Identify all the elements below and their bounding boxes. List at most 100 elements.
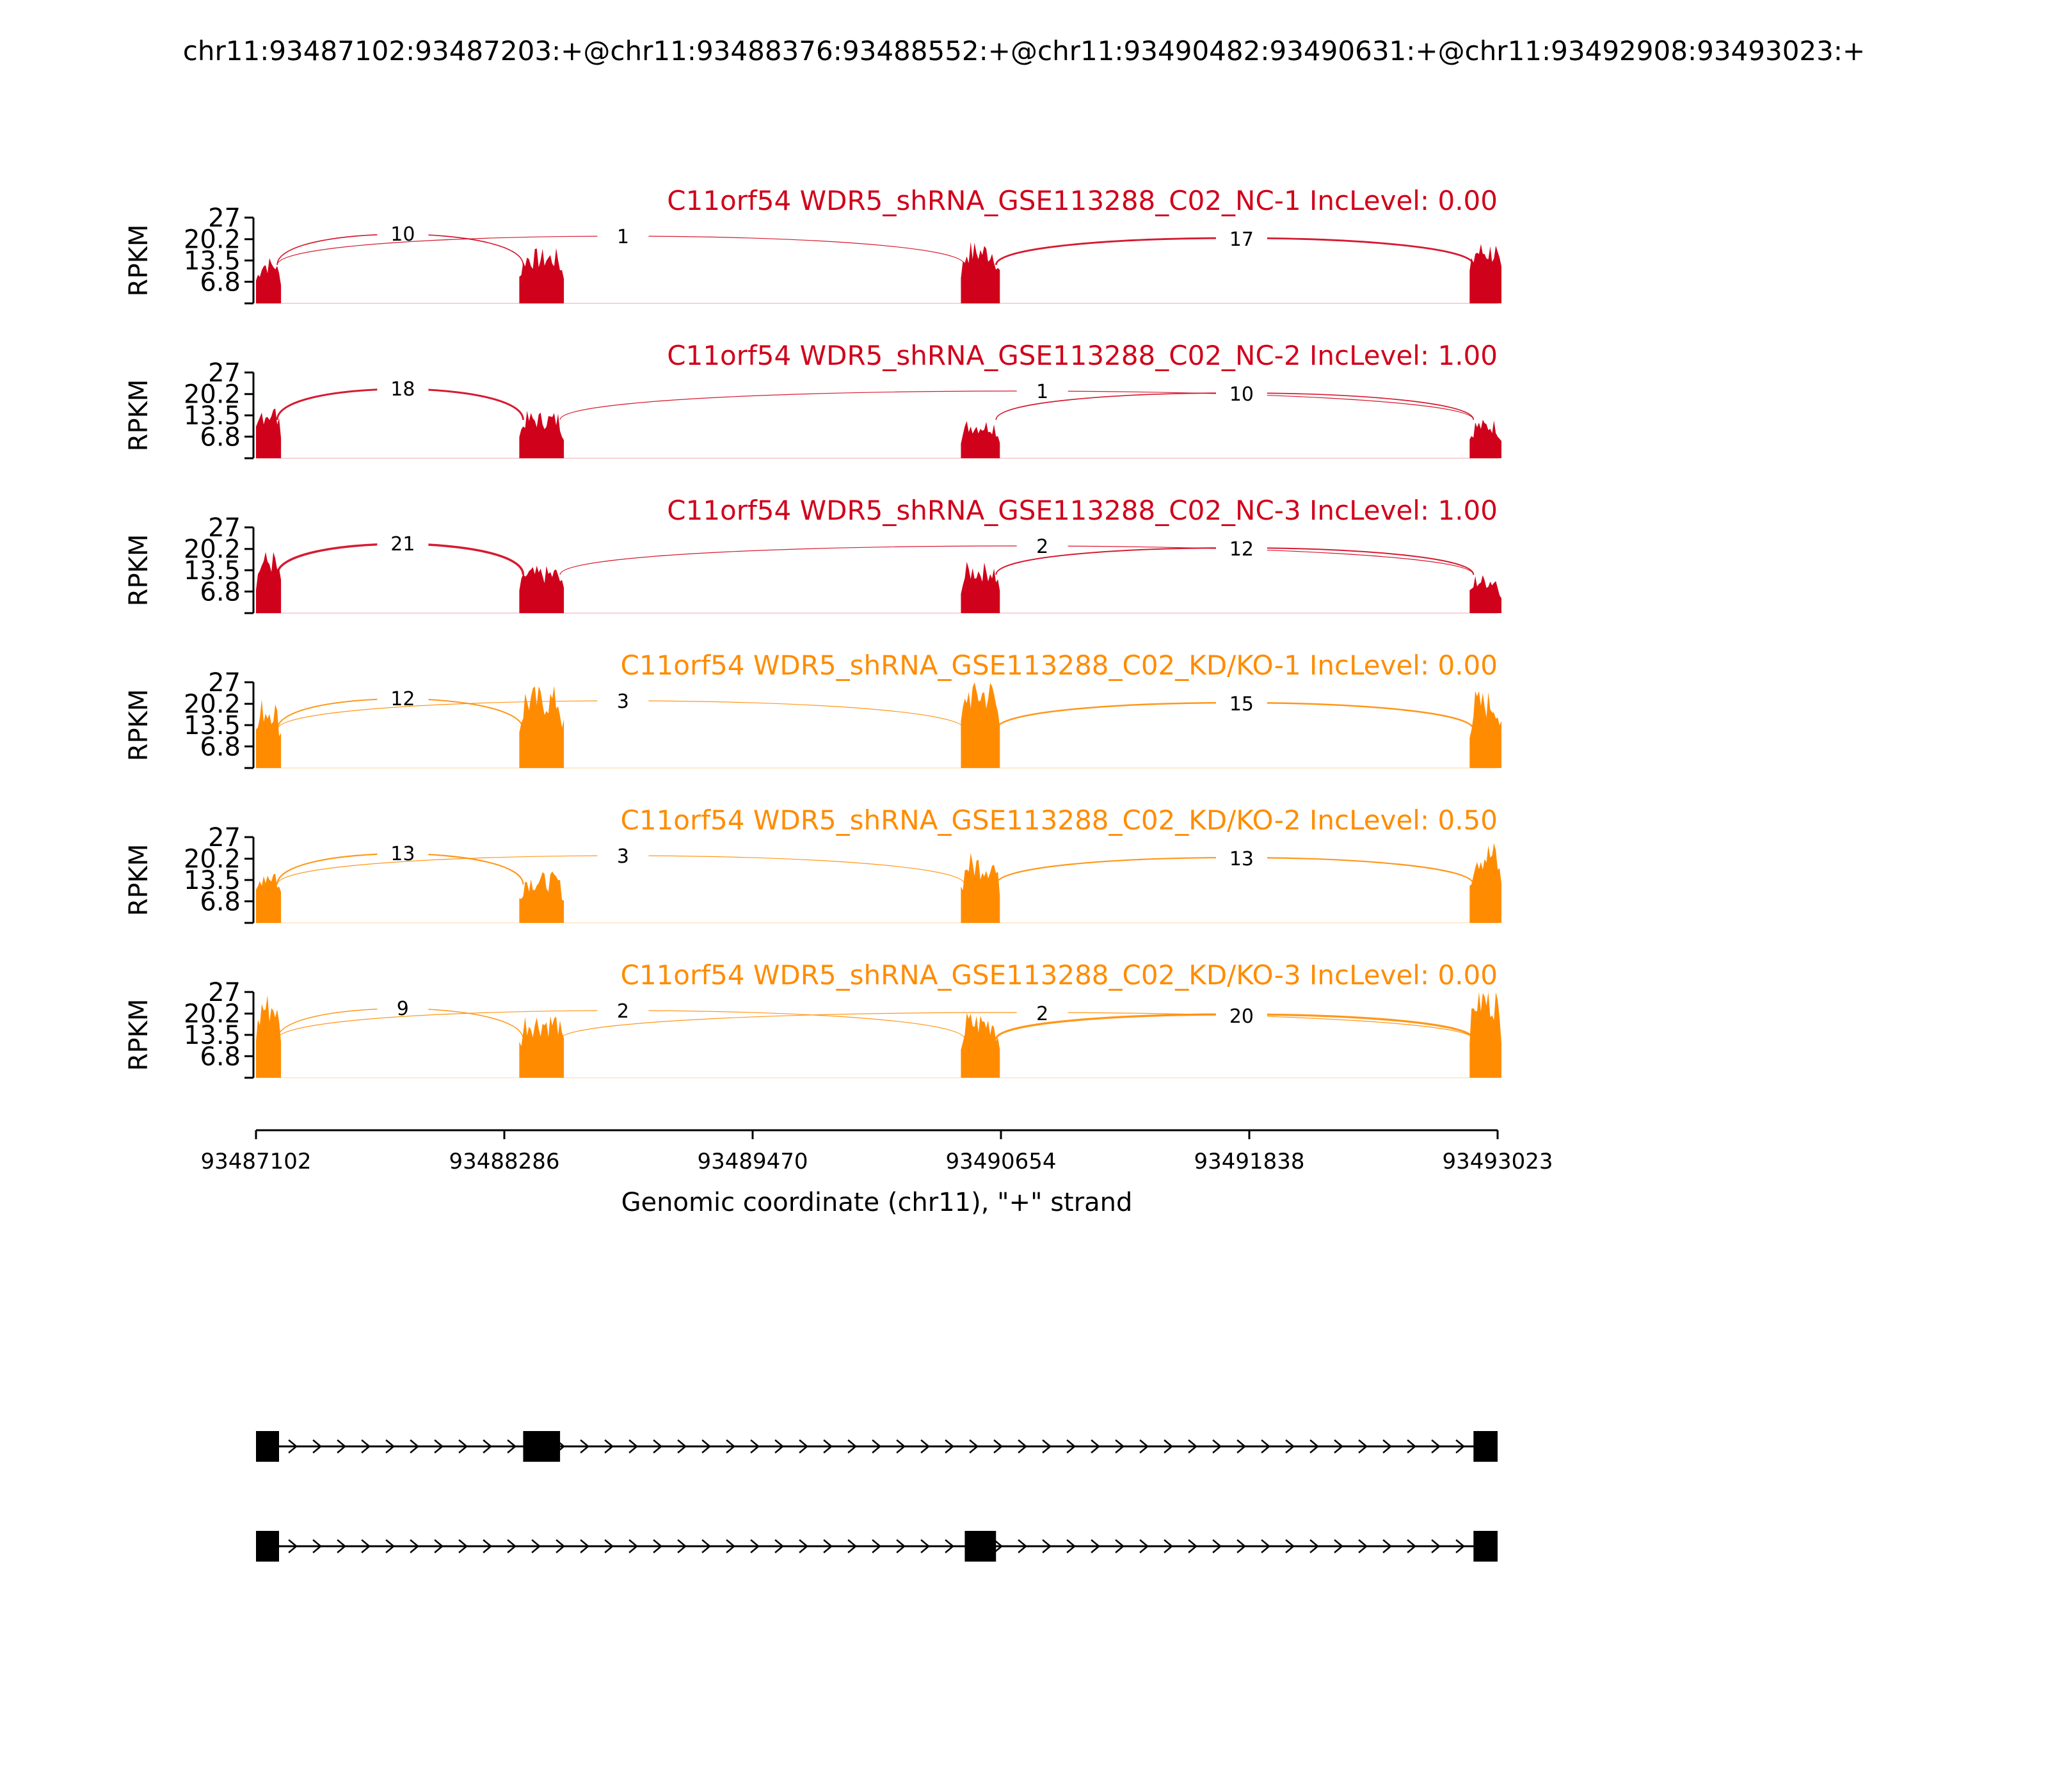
coverage-exon-1 [256,874,282,923]
coverage-exon-1 [256,552,282,613]
strand-arrow [920,1539,931,1553]
strand-arrow [653,1539,663,1553]
junction-count: 2 [1036,536,1048,558]
strand-arrow [288,1539,298,1553]
strand-arrow [969,1439,979,1453]
junction-count-bg [597,1001,649,1023]
strand-arrow [1066,1439,1076,1453]
coverage-exon-2 [519,565,564,613]
strand-arrow [361,1439,371,1453]
strand-arrow [726,1539,736,1553]
strand-arrow [872,1539,882,1553]
junction-count: 15 [1229,693,1254,716]
junction-count: 1 [617,226,629,248]
junction-count-bg [597,846,649,868]
coverage-exon-2 [519,871,564,923]
y-tick-label: 13.5 [184,711,241,740]
y-tick-label: 20.2 [184,690,241,719]
coverage-exon-4 [1469,419,1501,458]
track-title: C11orf54 WDR5_shRNA_GSE113288_C02_NC-3 I… [667,495,1498,526]
coverage-exon-1 [256,699,282,768]
strand-arrow [847,1539,858,1553]
strand-arrow [823,1439,833,1453]
junction-count-bg [1215,539,1267,561]
strand-arrow [993,1539,1004,1553]
junction-count-bg [1215,694,1267,716]
strand-arrow [750,1539,760,1553]
track-title: C11orf54 WDR5_shRNA_GSE113288_C02_KD/KO-… [621,804,1498,836]
isoform-2 [256,1531,1498,1562]
y-tick-label: 20.2 [184,225,241,255]
strand-arrow [1455,1439,1466,1453]
strand-arrow [1358,1539,1368,1553]
junction-count-bg [377,534,429,556]
track-title: C11orf54 WDR5_shRNA_GSE113288_C02_KD/KO-… [621,959,1498,991]
strand-arrow [945,1539,955,1553]
strand-arrow [1236,1539,1247,1553]
strand-arrow [774,1539,785,1553]
strand-arrow [1066,1539,1076,1553]
junction-count: 3 [617,845,629,868]
x-tick-label: 93488286 [449,1149,559,1174]
strand-arrow [701,1439,712,1453]
y-tick-label: 27 [208,513,241,543]
strand-arrow [847,1439,858,1453]
exon-block [964,1531,996,1562]
strand-arrow [1382,1439,1393,1453]
strand-arrow [750,1439,760,1453]
y-tick-label: 6.8 [200,1042,241,1071]
junction-count: 12 [1229,538,1254,561]
strand-arrow [312,1439,323,1453]
coverage-exon-3 [961,241,1000,303]
y-tick-label: 13.5 [184,1021,241,1050]
coverage-exon-2 [519,685,564,768]
y-tick-label: 20.2 [184,845,241,874]
strand-arrow [1285,1439,1295,1453]
junction-count: 9 [397,998,409,1020]
strand-arrow [580,1439,590,1453]
coverage-exon-4 [1469,843,1501,923]
coverage-exon-1 [256,408,282,458]
coverage-exon-3 [961,1012,1000,1078]
junction-count-bg [1016,381,1068,403]
strand-arrow [799,1439,809,1453]
strand-arrow [823,1539,833,1553]
strand-arrow [653,1439,663,1453]
y-tick-label: 6.8 [200,422,241,452]
y-tick-label: 6.8 [200,887,241,916]
junction-count-bg [377,379,429,401]
strand-arrow [385,1539,396,1553]
y-tick-label: 6.8 [200,268,241,297]
strand-arrow [458,1539,468,1553]
track-6: 6.813.520.227 RPKM 9 2 2 20 C11orf54 WDR5_shRN… [124,959,1501,1079]
y-tick-label: 20.2 [184,380,241,410]
track-title: C11orf54 WDR5_shRNA_GSE113288_C02_NC-2 I… [667,340,1498,371]
y-axis-label: RPKM [124,225,154,297]
y-tick-label: 27 [208,668,241,698]
strand-arrow [1407,1439,1417,1453]
junction-count: 17 [1229,228,1254,251]
junction-count-bg [597,227,649,248]
y-axis-label: RPKM [124,999,154,1071]
strand-arrow [799,1539,809,1553]
strand-arrow [896,1539,906,1553]
junction-count: 18 [390,378,415,401]
strand-arrow [1115,1539,1125,1553]
strand-arrow [774,1439,785,1453]
strand-arrow [483,1539,493,1553]
y-tick-label: 13.5 [184,401,241,431]
strand-arrow [458,1439,468,1453]
strand-arrow [1236,1439,1247,1453]
strand-arrow [1358,1439,1368,1453]
coverage-exon-3 [961,682,1000,768]
junction-count: 2 [1036,1003,1048,1025]
isoform-1 [256,1431,1498,1462]
strand-arrow [1309,1439,1320,1453]
exon-block [256,1531,279,1562]
exon-block [523,1431,561,1462]
y-tick-label: 13.5 [184,866,241,895]
track-title: C11orf54 WDR5_shRNA_GSE113288_C02_KD/KO-… [621,650,1498,681]
strand-arrow [361,1539,371,1553]
coverage-exon-1 [256,258,282,303]
strand-arrow [920,1439,931,1453]
